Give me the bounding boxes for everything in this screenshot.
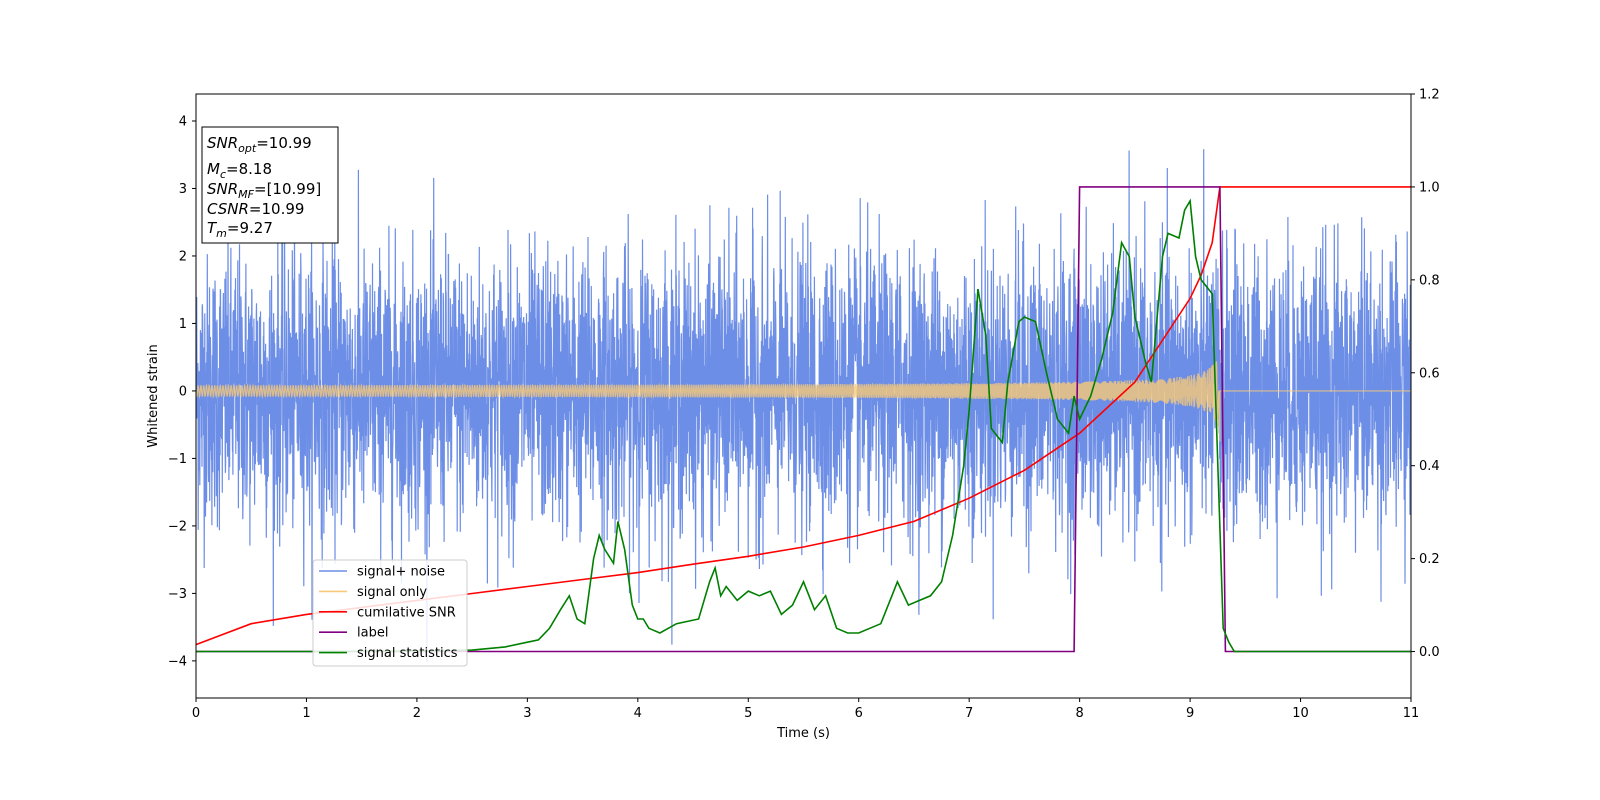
legend-label: cumilative SNR (357, 605, 456, 620)
x-tick-label: 5 (744, 706, 752, 721)
annotation-symbol: SNR (207, 134, 238, 152)
x-tick-label: 10 (1292, 706, 1309, 721)
annotation-value: =9.27 (227, 219, 273, 237)
x-axis: 0 1 2 3 4 5 6 7 8 9 10 11 (192, 698, 1419, 721)
y-axis-label: Whitened strain (146, 344, 161, 447)
plot-frame (195, 93, 1412, 699)
x-tick-label: 4 (634, 706, 642, 721)
annotation-line: SNRMF=[10.99] (207, 180, 321, 201)
y-left-tick-label: −1 (168, 452, 187, 467)
x-tick-label: 11 (1403, 706, 1420, 721)
annotation-symbol: SNR (207, 180, 238, 198)
y-right-tick-label: 0.4 (1419, 459, 1440, 474)
y-left-tick-label: 2 (179, 249, 187, 264)
y-right-tick-label: 0.8 (1419, 273, 1440, 288)
y-right-tick-label: 0.2 (1419, 552, 1440, 567)
legend-label: signal+ noise (357, 565, 445, 580)
y-right-tick-label: 0.0 (1419, 645, 1440, 660)
annotation-line: Tm=9.27 (207, 219, 273, 240)
annotation-value: =10.99 (256, 134, 312, 152)
x-tick-label: 9 (1186, 706, 1194, 721)
signal-statistics-line (196, 198, 1411, 653)
y-left-tick-label: 1 (179, 317, 187, 332)
legend-label: signal statistics (357, 646, 458, 661)
annotation-value: =10.99 (249, 200, 305, 218)
legend-label: label (357, 626, 388, 641)
x-tick-label: 0 (192, 706, 200, 721)
annotation-frame (201, 126, 339, 244)
x-tick-label: 1 (302, 706, 310, 721)
annotation-line: CSNR=10.99 (207, 200, 304, 218)
annotation-line: Mc=8.18 (207, 160, 272, 181)
annotation-symbol: CSNR (207, 200, 249, 218)
y-left-tick-label: −4 (168, 654, 187, 669)
annotation-subscript: m (216, 227, 227, 240)
y-left-tick-label: −3 (168, 587, 187, 602)
annotation-symbol: M (207, 160, 220, 178)
annotation-line: SNRopt=10.99 (207, 134, 312, 155)
signal-only-line (196, 361, 1411, 442)
annotation-value: =8.18 (226, 160, 272, 178)
x-tick-label: 7 (965, 706, 973, 721)
y-left-tick-label: −2 (168, 519, 187, 534)
x-tick-label: 2 (413, 706, 421, 721)
legend: signal+ noise signal only cumilative SNR la… (312, 559, 468, 667)
x-tick-label: 6 (855, 706, 863, 721)
x-tick-label: 3 (523, 706, 531, 721)
annotation-subscript: MF (238, 188, 254, 201)
annotation-subscript: opt (238, 142, 257, 155)
annotation-value: =[10.99] (254, 180, 321, 198)
y-left-tick-label: 0 (179, 384, 187, 399)
annotation-box: SNRopt=10.99Mc=8.18SNRMF=[10.99]CSNR=10.… (201, 126, 339, 244)
y-right-tick-label: 0.6 (1419, 366, 1440, 381)
y-right-tick-label: 1.2 (1419, 88, 1440, 103)
y-left-tick-label: 3 (179, 182, 187, 197)
legend-label: signal only (357, 585, 427, 600)
y-axis-right: 0.0 0.2 0.4 0.6 0.8 1.0 1.2 (1411, 88, 1440, 660)
annotation-subscript: c (220, 168, 226, 181)
y-axis-left: −4 −3 −2 −1 0 1 2 3 4 (168, 114, 196, 669)
y-right-tick-label: 1.0 (1419, 180, 1440, 195)
y-left-tick-label: 4 (179, 114, 187, 129)
annotation-symbol: T (207, 219, 218, 237)
legend-frame (312, 559, 468, 667)
x-tick-label: 8 (1075, 706, 1083, 721)
x-axis-label: Time (s) (776, 726, 830, 741)
